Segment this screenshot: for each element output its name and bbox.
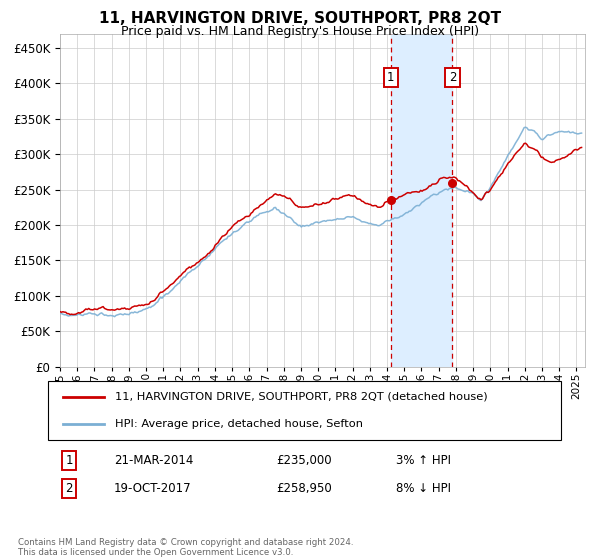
- Text: £235,000: £235,000: [276, 454, 332, 467]
- Text: HPI: Average price, detached house, Sefton: HPI: Average price, detached house, Seft…: [115, 419, 362, 429]
- Text: 8% ↓ HPI: 8% ↓ HPI: [396, 482, 451, 495]
- Text: 19-OCT-2017: 19-OCT-2017: [114, 482, 191, 495]
- Text: £258,950: £258,950: [276, 482, 332, 495]
- Text: 11, HARVINGTON DRIVE, SOUTHPORT, PR8 2QT: 11, HARVINGTON DRIVE, SOUTHPORT, PR8 2QT: [99, 11, 501, 26]
- Text: Price paid vs. HM Land Registry's House Price Index (HPI): Price paid vs. HM Land Registry's House …: [121, 25, 479, 38]
- Text: 11, HARVINGTON DRIVE, SOUTHPORT, PR8 2QT (detached house): 11, HARVINGTON DRIVE, SOUTHPORT, PR8 2QT…: [115, 391, 487, 402]
- FancyBboxPatch shape: [48, 381, 561, 440]
- Text: 3% ↑ HPI: 3% ↑ HPI: [396, 454, 451, 467]
- Text: 2: 2: [449, 71, 456, 84]
- Text: 2: 2: [65, 482, 73, 495]
- Text: 21-MAR-2014: 21-MAR-2014: [114, 454, 193, 467]
- Text: 1: 1: [65, 454, 73, 467]
- Text: Contains HM Land Registry data © Crown copyright and database right 2024.
This d: Contains HM Land Registry data © Crown c…: [18, 538, 353, 557]
- Text: 1: 1: [387, 71, 395, 84]
- Bar: [391, 34, 452, 367]
